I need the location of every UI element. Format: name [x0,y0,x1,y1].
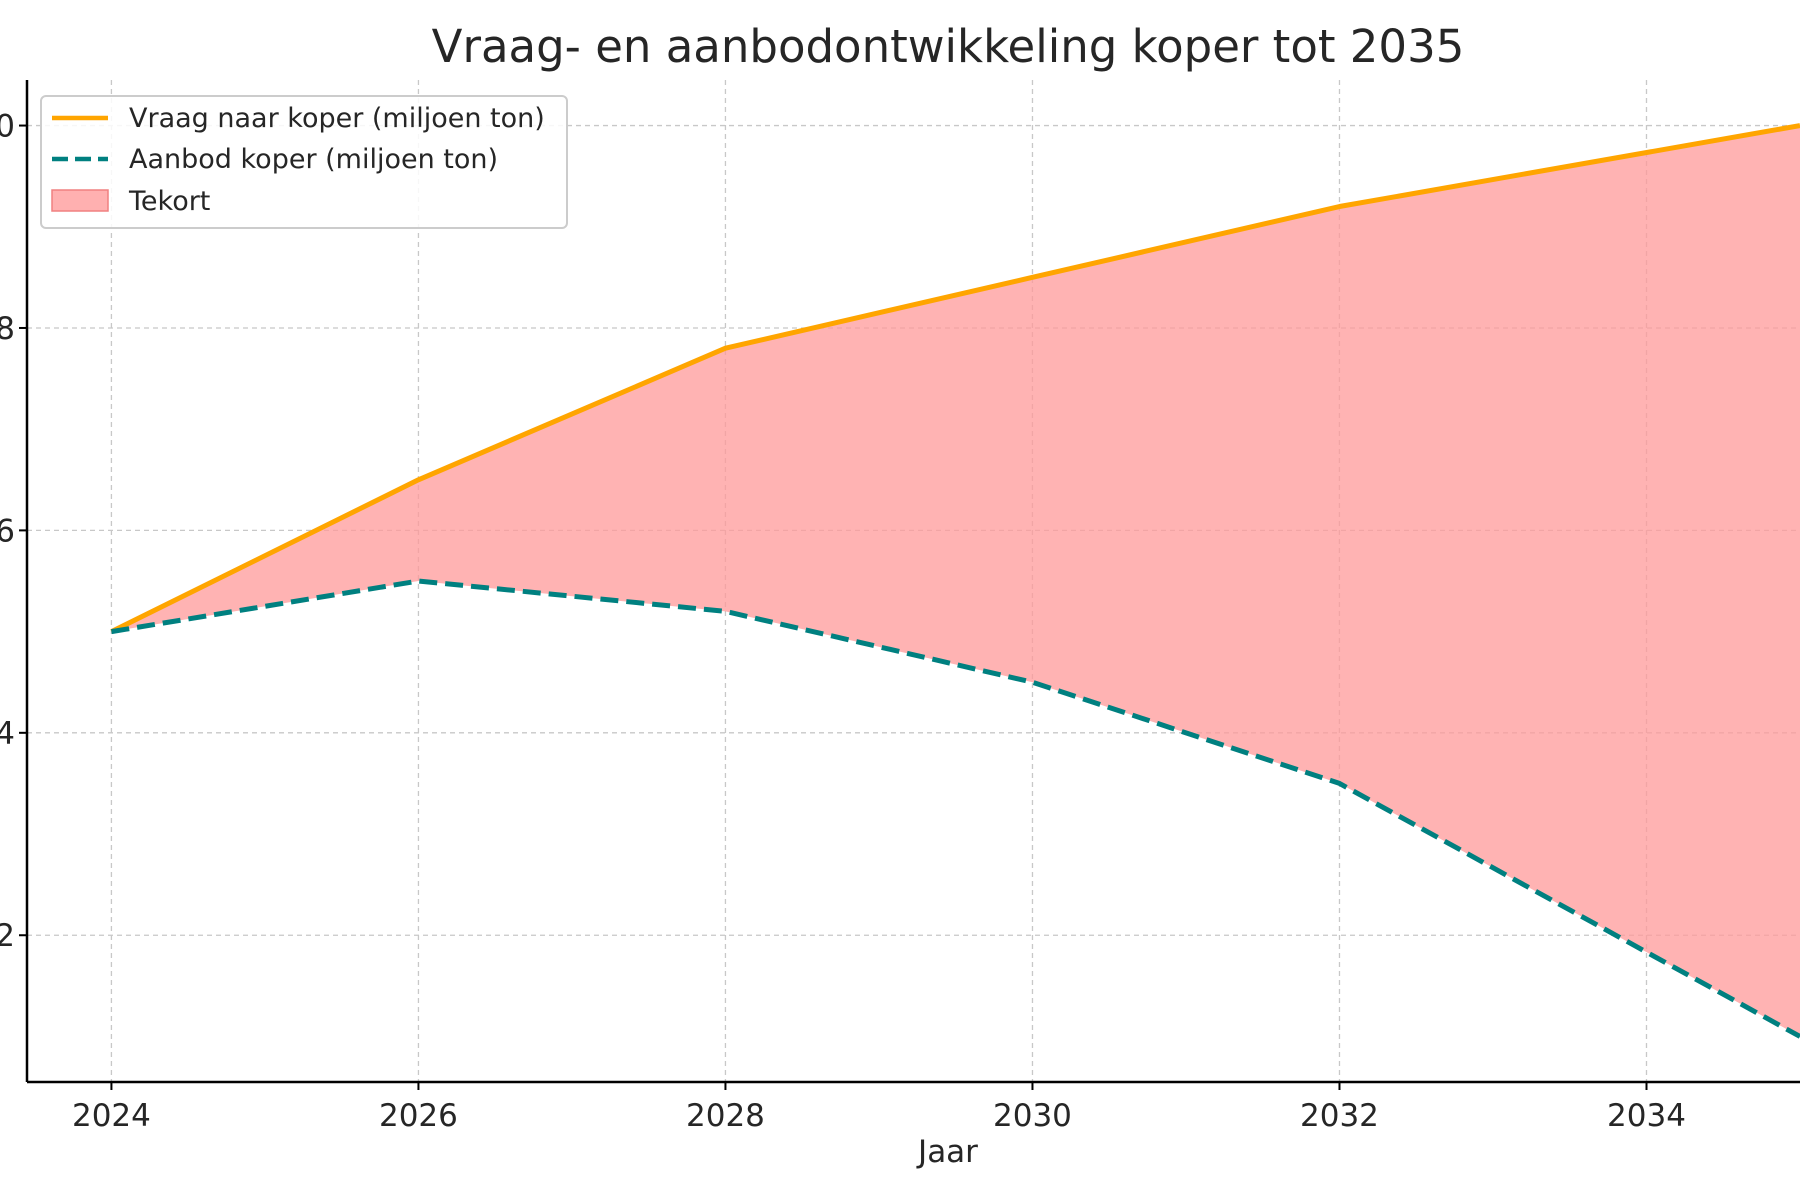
demand-line [110,123,1800,634]
legend: Vraag naar koper (miljoen ton) Aanbod ko… [40,95,568,229]
legend-box [40,95,568,229]
x-axis-label: Jaar [916,1134,978,1170]
x-tick-label: 2030 [993,1098,1072,1134]
shortage-fill [111,125,1800,1037]
y-tick-label: 8 [0,311,15,347]
y-tick-label: 6 [0,513,15,549]
y-tick-label: 4 [0,716,15,752]
y-ticks: 2 4 6 8 0 [0,109,27,954]
legend-label-shortage: Tekort [128,186,210,217]
x-tick-label: 2028 [686,1098,765,1134]
y-tick-label: 0 [0,109,15,145]
legend-label-demand: Vraag naar koper (miljoen ton) [129,103,545,134]
y-tick-label: 2 [0,918,15,954]
legend-swatch-shortage [51,189,109,212]
chart-title: Vraag- en aanbodontwikkeling koper tot 2… [432,20,1465,73]
x-tick-label: 2024 [72,1098,151,1134]
series-lines [110,123,1800,1039]
shortage-area [111,125,1800,1037]
x-tick-label: 2032 [1300,1098,1379,1134]
x-tick-label: 2026 [379,1098,458,1134]
axes [25,80,1800,1084]
x-tick-label: 2034 [1607,1098,1686,1134]
x-ticks: 2024 2026 2028 2030 2032 2034 [72,1082,1686,1134]
legend-label-supply: Aanbod koper (miljoen ton) [129,144,498,175]
